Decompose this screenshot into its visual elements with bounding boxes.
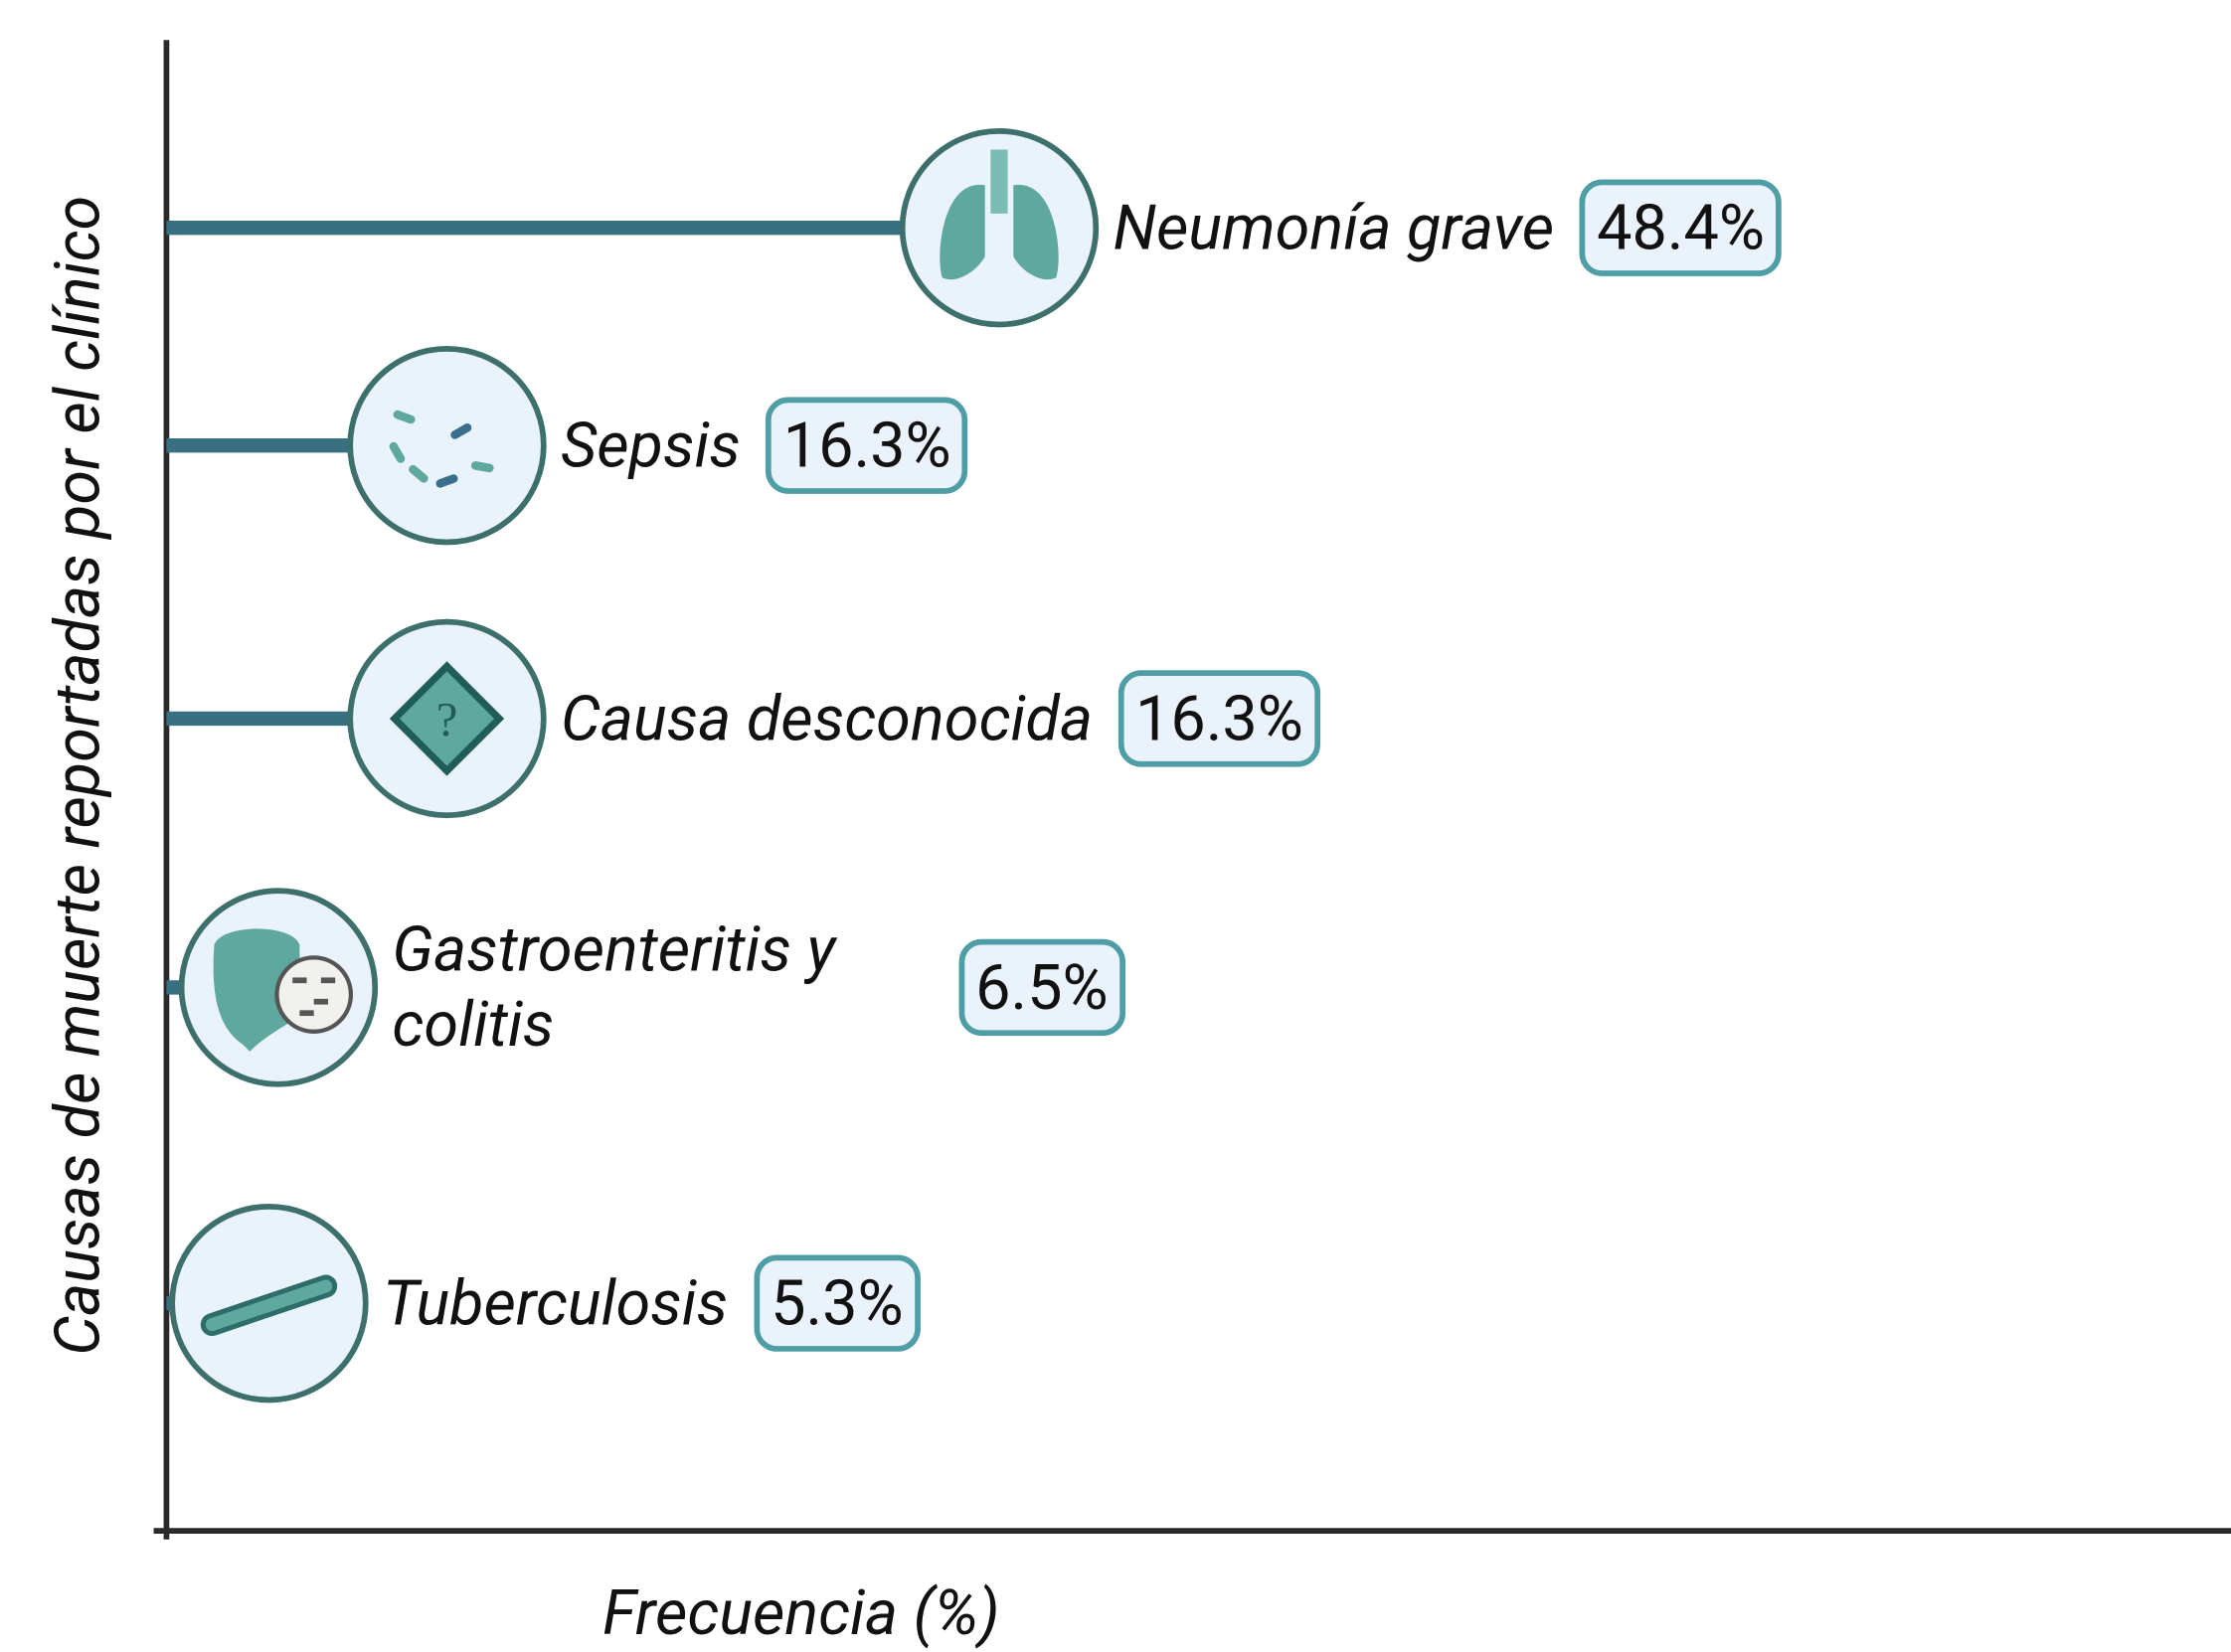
- label-group: Causa desconocida 16.3%: [561, 604, 1841, 832]
- value-label: 16.3%: [767, 398, 968, 494]
- label-row: Causa desconocida 16.3%: [561, 604, 1841, 832]
- icon: [299, 1010, 313, 1016]
- category-label: Causa desconocida: [561, 681, 1093, 756]
- label-group: Neumonía grave 48.4%: [1113, 114, 2231, 342]
- icon: ?: [436, 693, 458, 746]
- icon: [990, 150, 1007, 214]
- icon: [276, 957, 350, 1031]
- label-group: Sepsis 16.3%: [561, 332, 1841, 560]
- label-row: Neumonía grave 48.4%: [1113, 114, 2231, 342]
- x-axis-title: Frecuencia (%): [602, 1577, 1000, 1650]
- value-label: 5.3%: [754, 1254, 921, 1351]
- label-row: Tuberculosis 5.3%: [383, 1190, 1663, 1417]
- category-label: Gastroenteritis y colitis: [392, 912, 933, 1063]
- value-label: 6.5%: [958, 939, 1125, 1036]
- chart: Causas de muerte reportadas por el clíni…: [0, 0, 2231, 1652]
- icon: [292, 977, 306, 983]
- icon: [314, 999, 328, 1005]
- category-label: Tuberculosis: [383, 1265, 728, 1341]
- value-label: 16.3%: [1118, 670, 1320, 766]
- label-row: Gastroenteritis y colitis 6.5%: [392, 874, 1672, 1101]
- label-group: Gastroenteritis y colitis 6.5%: [392, 874, 1672, 1101]
- label-group: Tuberculosis 5.3%: [383, 1190, 1663, 1417]
- page: Causas de muerte reportadas por el clíni…: [0, 0, 2231, 1652]
- icon: [321, 977, 335, 983]
- y-axis-title: Causas de muerte reportadas por el clíni…: [43, 196, 115, 1356]
- value-label: 48.4%: [1580, 180, 1782, 276]
- icon-circle: [350, 349, 544, 543]
- label-row: Sepsis 16.3%: [561, 332, 1841, 560]
- category-label: Neumonía grave: [1113, 190, 1554, 265]
- category-label: Sepsis: [561, 408, 741, 483]
